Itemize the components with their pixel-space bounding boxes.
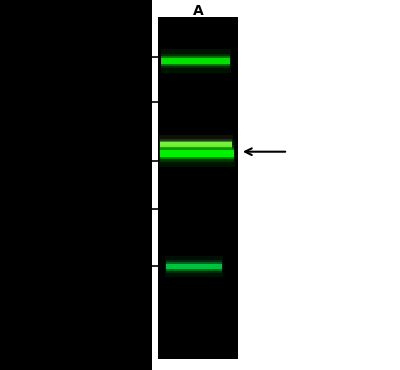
Bar bbox=[160, 139, 232, 150]
Bar bbox=[160, 145, 234, 162]
Bar bbox=[0, 0, 152, 370]
Bar bbox=[159, 140, 235, 167]
Text: A: A bbox=[193, 4, 203, 18]
Text: 130: 130 bbox=[106, 95, 132, 108]
Text: 180: 180 bbox=[106, 51, 132, 64]
Bar bbox=[166, 262, 222, 270]
Text: 55: 55 bbox=[114, 260, 132, 273]
Text: 95: 95 bbox=[115, 154, 132, 168]
Bar bbox=[160, 141, 232, 148]
Bar bbox=[166, 264, 222, 269]
Text: 72: 72 bbox=[114, 202, 132, 216]
Text: KDa: KDa bbox=[124, 4, 152, 18]
Bar bbox=[160, 150, 234, 157]
Bar bbox=[161, 58, 230, 64]
Bar bbox=[160, 49, 231, 73]
Bar bbox=[158, 17, 238, 359]
Bar bbox=[160, 142, 232, 147]
Bar bbox=[166, 260, 222, 273]
Bar bbox=[160, 148, 234, 159]
Bar bbox=[161, 56, 230, 66]
Bar bbox=[166, 256, 222, 277]
Bar bbox=[159, 135, 233, 153]
Bar bbox=[161, 54, 230, 68]
